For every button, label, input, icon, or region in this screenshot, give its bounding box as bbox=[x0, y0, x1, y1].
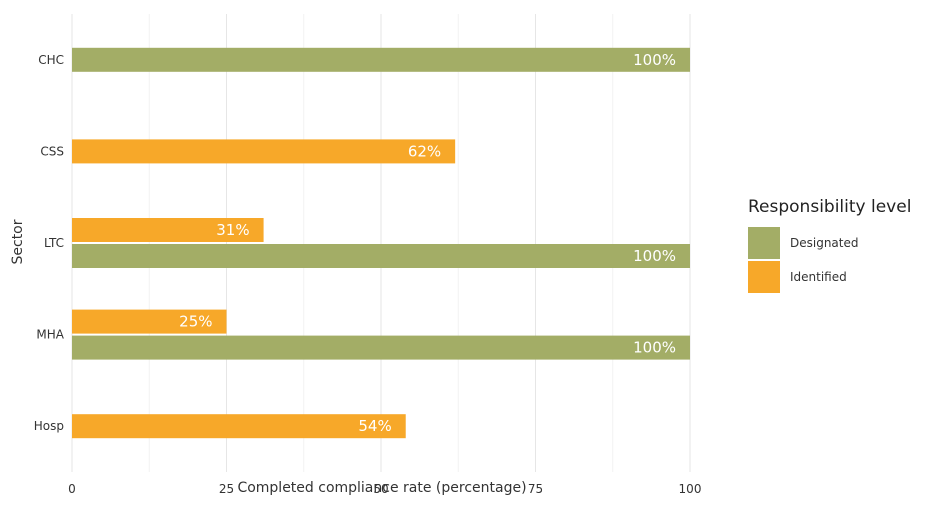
x-axis-title: Completed compliance rate (percentage) bbox=[237, 480, 526, 496]
x-tick-label: 50 bbox=[373, 482, 388, 496]
x-axis-ticks: 0 25 50 75 100 bbox=[68, 482, 701, 496]
y-axis-ticks: CHC CSS LTC MHA Hosp bbox=[34, 53, 65, 433]
bar-identified-css bbox=[72, 139, 456, 164]
legend-swatch-designated bbox=[748, 227, 780, 259]
bar-designated-mha bbox=[72, 335, 690, 360]
grid-lines bbox=[71, 14, 691, 472]
data-label: 100% bbox=[633, 51, 676, 69]
y-tick-label: MHA bbox=[36, 328, 64, 342]
y-tick-label: Hosp bbox=[34, 419, 64, 433]
bar-identified-ltc bbox=[72, 218, 264, 242]
data-label: 100% bbox=[633, 247, 676, 265]
legend: Responsibility level Designated Identifie… bbox=[748, 197, 911, 293]
y-axis-title: Sector bbox=[10, 219, 26, 264]
data-label: 54% bbox=[358, 417, 391, 435]
bar-designated-ltc bbox=[72, 244, 690, 268]
bars: 100% 62% 31% 100% 25% 100% 54% bbox=[72, 47, 690, 439]
x-tick-label: 75 bbox=[528, 482, 543, 496]
x-tick-label: 25 bbox=[219, 482, 234, 496]
legend-label-identified: Identified bbox=[790, 270, 847, 284]
data-label: 25% bbox=[179, 313, 212, 331]
data-label: 62% bbox=[408, 142, 441, 160]
data-label: 31% bbox=[216, 221, 249, 239]
x-tick-label: 0 bbox=[68, 482, 76, 496]
legend-label-designated: Designated bbox=[790, 236, 859, 250]
y-tick-label: CSS bbox=[40, 144, 64, 158]
bar-designated-chc bbox=[72, 47, 690, 72]
bar-identified-mha bbox=[72, 309, 227, 334]
bar-identified-hosp bbox=[72, 414, 406, 439]
y-tick-label: CHC bbox=[38, 53, 64, 67]
data-label: 100% bbox=[633, 339, 676, 357]
legend-title: Responsibility level bbox=[748, 197, 911, 217]
y-tick-label: LTC bbox=[44, 236, 64, 250]
x-tick-label: 100 bbox=[679, 482, 702, 496]
legend-swatch-identified bbox=[748, 261, 780, 293]
